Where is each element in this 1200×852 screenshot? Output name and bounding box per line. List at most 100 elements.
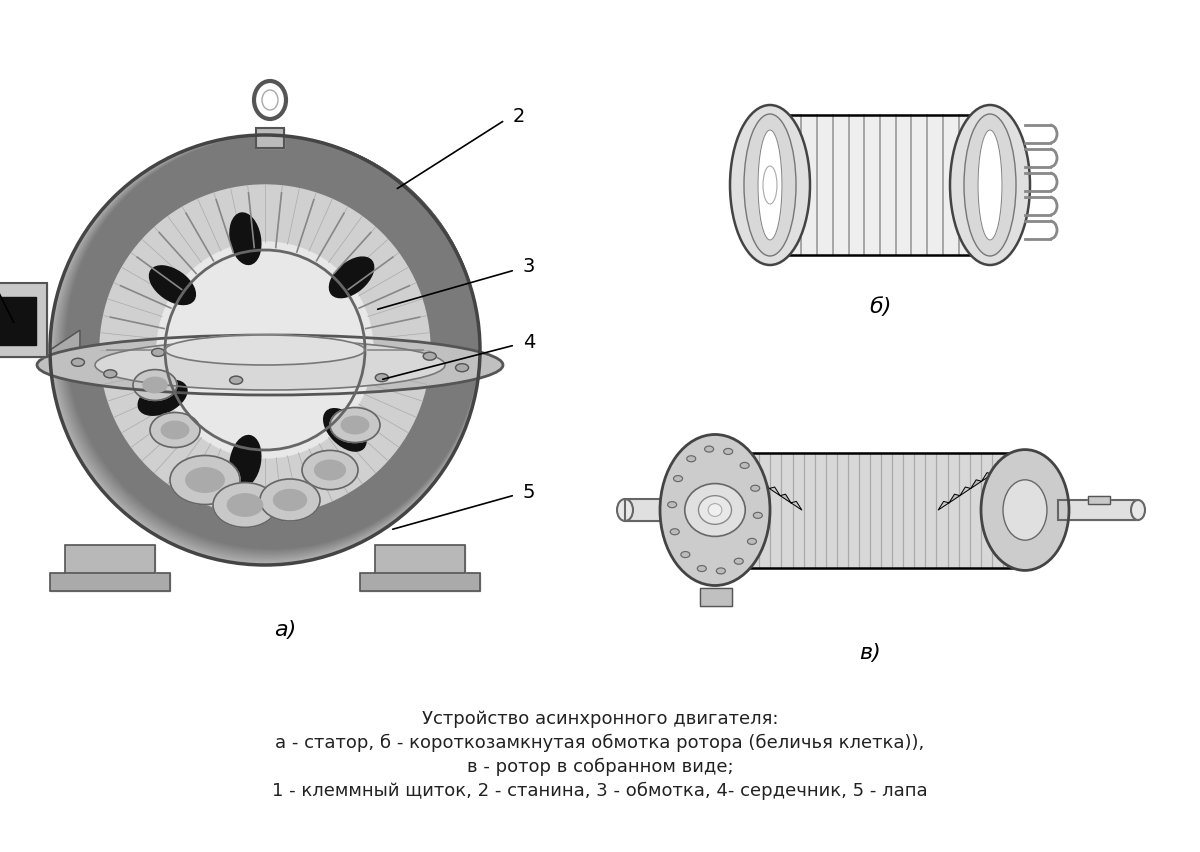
- Ellipse shape: [617, 499, 634, 521]
- Ellipse shape: [716, 568, 725, 574]
- Circle shape: [65, 136, 479, 550]
- Text: 2: 2: [514, 106, 526, 125]
- Ellipse shape: [1003, 480, 1046, 540]
- Circle shape: [64, 135, 479, 551]
- Bar: [715, 452, 1025, 567]
- Polygon shape: [949, 494, 960, 503]
- Text: в - ротор в собранном виде;: в - ротор в собранном виде;: [467, 758, 733, 776]
- Ellipse shape: [166, 335, 365, 365]
- Text: 1 - клеммный щиток, 2 - станина, 3 - обмотка, 4- сердечник, 5 - лапа: 1 - клеммный щиток, 2 - станина, 3 - обм…: [272, 782, 928, 800]
- Circle shape: [52, 135, 480, 563]
- Ellipse shape: [424, 352, 437, 360]
- Circle shape: [60, 135, 480, 556]
- Ellipse shape: [170, 456, 240, 504]
- Polygon shape: [971, 480, 982, 488]
- Ellipse shape: [671, 529, 679, 535]
- Circle shape: [62, 135, 479, 553]
- Polygon shape: [758, 480, 769, 488]
- Polygon shape: [769, 487, 780, 496]
- Circle shape: [54, 135, 480, 561]
- Ellipse shape: [324, 409, 366, 451]
- Ellipse shape: [214, 482, 277, 527]
- Circle shape: [53, 135, 480, 562]
- Bar: [1058, 500, 1138, 520]
- Bar: [360, 573, 480, 591]
- Bar: [1058, 500, 1138, 520]
- Bar: [700, 588, 732, 606]
- Ellipse shape: [330, 407, 380, 442]
- Ellipse shape: [298, 346, 311, 354]
- Circle shape: [59, 135, 480, 556]
- Ellipse shape: [262, 90, 278, 110]
- Ellipse shape: [673, 475, 683, 481]
- Circle shape: [64, 135, 479, 552]
- Ellipse shape: [978, 130, 1002, 240]
- Ellipse shape: [330, 257, 373, 297]
- Ellipse shape: [964, 114, 1016, 256]
- Ellipse shape: [133, 370, 178, 400]
- Circle shape: [61, 135, 479, 554]
- Circle shape: [66, 136, 479, 549]
- Circle shape: [60, 135, 480, 555]
- Polygon shape: [982, 473, 992, 481]
- Circle shape: [58, 135, 480, 557]
- Circle shape: [50, 135, 480, 564]
- Ellipse shape: [697, 566, 707, 572]
- Ellipse shape: [751, 486, 760, 492]
- Ellipse shape: [686, 456, 696, 462]
- Circle shape: [65, 135, 479, 550]
- Ellipse shape: [254, 81, 286, 119]
- Circle shape: [59, 135, 480, 556]
- Polygon shape: [960, 487, 971, 496]
- Bar: [50, 573, 170, 591]
- Bar: [0, 297, 36, 345]
- Circle shape: [53, 135, 480, 562]
- Ellipse shape: [754, 512, 762, 518]
- Bar: [700, 588, 732, 606]
- Ellipse shape: [698, 496, 732, 524]
- Text: в): в): [859, 642, 881, 663]
- Polygon shape: [938, 502, 949, 510]
- Circle shape: [166, 250, 365, 450]
- Circle shape: [50, 135, 480, 565]
- Ellipse shape: [734, 558, 743, 564]
- Ellipse shape: [302, 451, 358, 490]
- Ellipse shape: [456, 364, 468, 371]
- Bar: [625, 499, 715, 521]
- Polygon shape: [992, 465, 1003, 474]
- Text: б): б): [869, 297, 892, 317]
- Ellipse shape: [37, 335, 503, 395]
- Ellipse shape: [230, 213, 260, 264]
- Ellipse shape: [150, 266, 196, 304]
- Bar: [256, 128, 284, 148]
- Ellipse shape: [744, 114, 796, 256]
- Circle shape: [61, 135, 479, 555]
- Ellipse shape: [151, 348, 164, 356]
- Ellipse shape: [667, 502, 677, 508]
- Bar: [374, 545, 466, 573]
- FancyBboxPatch shape: [0, 283, 47, 357]
- Circle shape: [157, 242, 373, 458]
- Ellipse shape: [229, 377, 242, 384]
- Bar: [1088, 496, 1110, 504]
- Ellipse shape: [685, 484, 745, 537]
- Bar: [65, 545, 155, 573]
- Ellipse shape: [730, 105, 810, 265]
- Polygon shape: [791, 502, 802, 510]
- Polygon shape: [748, 473, 758, 481]
- Circle shape: [58, 135, 480, 557]
- Circle shape: [62, 135, 479, 553]
- Polygon shape: [737, 465, 748, 474]
- Circle shape: [52, 135, 480, 564]
- Ellipse shape: [138, 380, 187, 415]
- Ellipse shape: [1132, 500, 1145, 520]
- Circle shape: [54, 135, 480, 561]
- Polygon shape: [50, 330, 80, 380]
- Ellipse shape: [724, 448, 733, 454]
- Polygon shape: [1014, 451, 1025, 460]
- Ellipse shape: [708, 504, 722, 516]
- Ellipse shape: [186, 468, 224, 492]
- Ellipse shape: [260, 479, 320, 521]
- Circle shape: [56, 135, 480, 559]
- Ellipse shape: [143, 377, 167, 393]
